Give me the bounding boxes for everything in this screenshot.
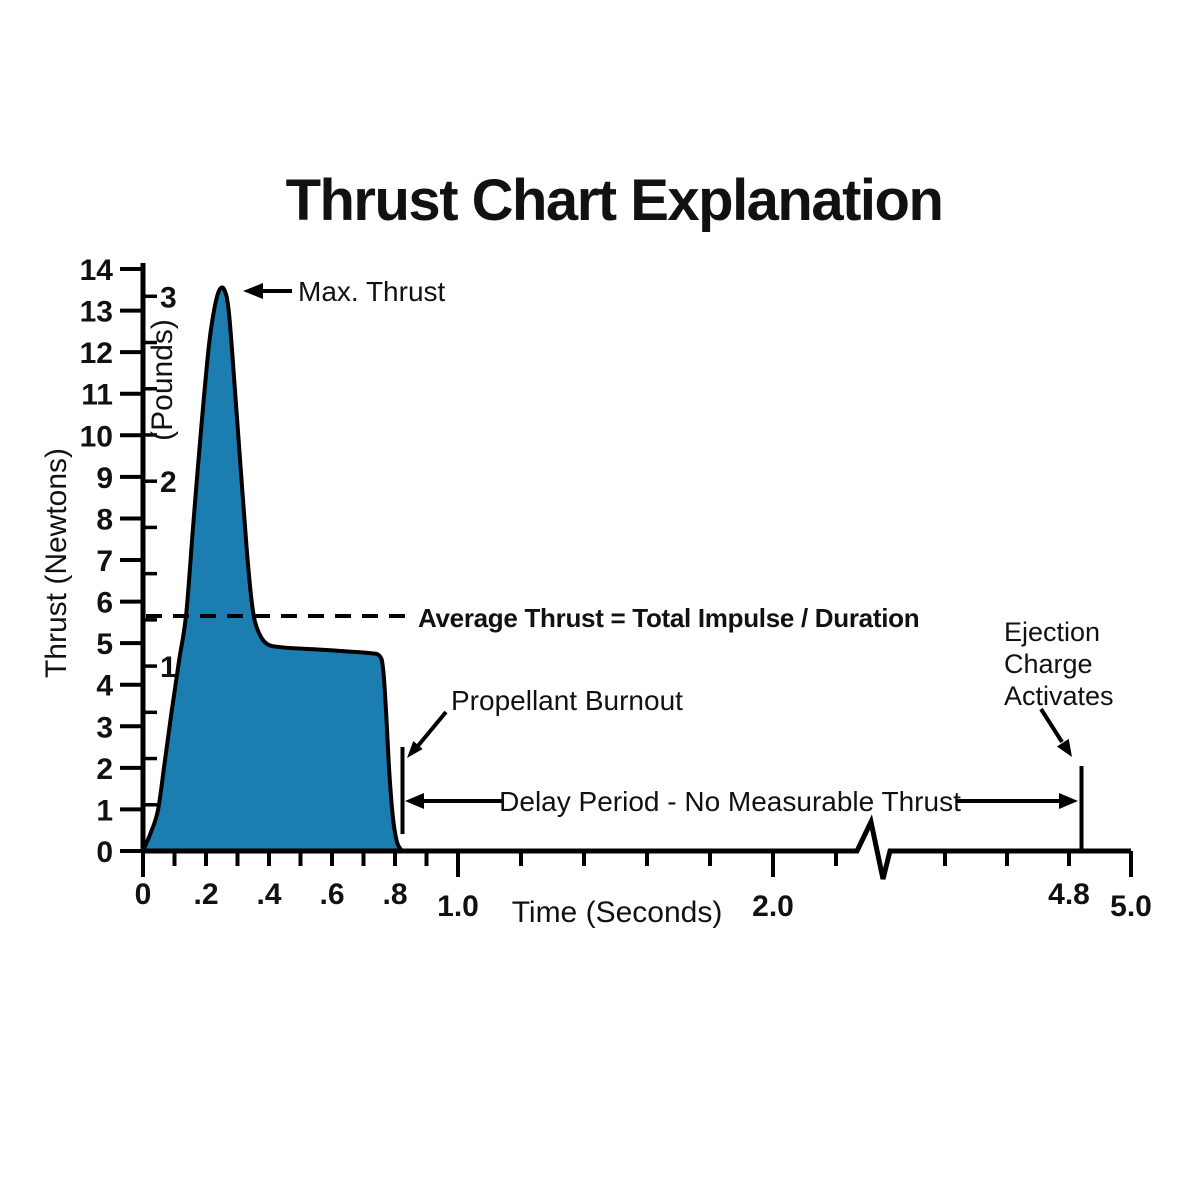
newton-tick-label: 11 bbox=[81, 379, 113, 412]
ejection-arrowhead-icon bbox=[1056, 738, 1072, 757]
newton-tick-label: 9 bbox=[96, 462, 113, 495]
x-tick-group: 0 .2 .4 .6 .8 1.0 2.0 4.8 5.0 bbox=[135, 851, 1152, 923]
newton-tick-label: 10 bbox=[80, 420, 113, 453]
average-thrust-label: Average Thrust = Total Impulse / Duratio… bbox=[418, 603, 919, 633]
ejection-arrow-shaft bbox=[1039, 707, 1064, 744]
newton-tick-label: 3 bbox=[96, 711, 113, 744]
delay-left-arrowhead-icon bbox=[405, 793, 424, 809]
newtons-axis-label: Thrust (Newtons) bbox=[40, 448, 73, 678]
newton-tick-label: 7 bbox=[96, 545, 113, 578]
delay-period-label: Delay Period - No Measurable Thrust bbox=[499, 786, 961, 817]
ejection-charge-label-line2: Charge bbox=[1004, 649, 1093, 679]
newton-tick-label: 1 bbox=[96, 794, 113, 827]
x-tick-label: 5.0 bbox=[1110, 890, 1152, 923]
x-tick-label: .4 bbox=[256, 878, 281, 911]
x-tick-label: 2.0 bbox=[752, 890, 794, 923]
newton-tick-label: 4 bbox=[96, 670, 113, 703]
propellant-burnout-arrowhead-icon bbox=[407, 741, 423, 758]
thrust-curve-layer bbox=[141, 285, 405, 853]
delay-right-arrowhead-icon bbox=[1059, 793, 1078, 809]
thrust-curve-outline bbox=[141, 285, 405, 853]
newton-tick-label: 0 bbox=[96, 836, 113, 869]
newton-tick-label: 6 bbox=[96, 587, 113, 620]
newton-tick-label: 13 bbox=[80, 296, 113, 329]
x-tick-label: 0 bbox=[135, 878, 152, 911]
pound-tick-group: 1 2 3 bbox=[144, 281, 177, 807]
propellant-burnout-arrow-shaft bbox=[415, 710, 448, 749]
chart-title: Thrust Chart Explanation bbox=[286, 168, 943, 233]
x-tick-label: .6 bbox=[319, 878, 344, 911]
x-axis-line-with-break bbox=[143, 814, 1131, 880]
time-axis-label: Time (Seconds) bbox=[512, 896, 723, 929]
x-tick-label: .2 bbox=[193, 878, 218, 911]
pounds-axis-label: (Pounds) bbox=[146, 319, 179, 441]
max-thrust-arrowhead-icon bbox=[243, 283, 263, 299]
x-tick-label: 1.0 bbox=[437, 890, 479, 923]
x-tick-label: .8 bbox=[382, 878, 407, 911]
ejection-charge-label-line3: Activates bbox=[1004, 681, 1114, 711]
pound-tick-label: 1 bbox=[160, 651, 177, 684]
newton-tick-label: 12 bbox=[80, 337, 113, 370]
pound-tick-label: 2 bbox=[160, 466, 177, 499]
newton-tick-label: 14 bbox=[80, 254, 114, 287]
pound-tick-label: 3 bbox=[160, 281, 177, 314]
thrust-curve-area bbox=[143, 287, 403, 851]
newton-tick-label: 2 bbox=[96, 753, 113, 786]
ejection-charge-label-line1: Ejection bbox=[1004, 617, 1100, 647]
propellant-burnout-label: Propellant Burnout bbox=[451, 685, 683, 716]
x-tick-label: 4.8 bbox=[1048, 878, 1090, 911]
newton-tick-label: 8 bbox=[96, 503, 113, 536]
max-thrust-label: Max. Thrust bbox=[298, 276, 446, 307]
newton-tick-label: 5 bbox=[96, 628, 113, 661]
